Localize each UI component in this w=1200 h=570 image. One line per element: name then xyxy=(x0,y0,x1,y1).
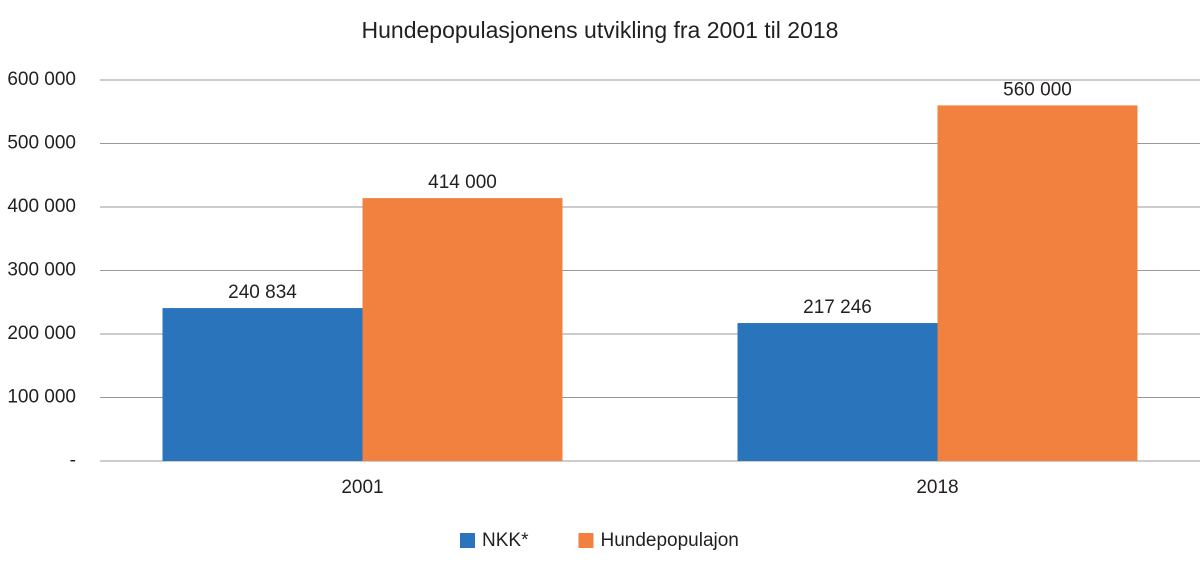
y-tick-label: 400 000 xyxy=(7,196,76,217)
x-tick-label: 2018 xyxy=(916,477,958,498)
value-label: 560 000 xyxy=(1003,79,1072,100)
value-label: 217 246 xyxy=(803,297,872,318)
chart-title: Hundepopulasjonens utvikling fra 2001 ti… xyxy=(362,17,839,43)
legend-swatch xyxy=(460,533,475,548)
x-tick-label: 2001 xyxy=(341,477,383,498)
bar xyxy=(937,105,1138,462)
y-tick-label: 600 000 xyxy=(7,69,76,90)
y-tick-label: 200 000 xyxy=(7,323,76,344)
bar xyxy=(362,198,563,462)
y-tick-label: - xyxy=(70,450,76,471)
y-tick-label: 500 000 xyxy=(7,133,76,154)
y-tick-label: 100 000 xyxy=(7,387,76,408)
bar xyxy=(162,308,363,461)
legend-label: Hundepopulajon xyxy=(600,530,738,551)
y-tick-label: 300 000 xyxy=(7,260,76,281)
value-label: 240 834 xyxy=(228,282,297,303)
legend-swatch xyxy=(578,533,594,548)
legend-label: NKK* xyxy=(482,530,529,551)
bar xyxy=(737,323,938,461)
value-label: 414 000 xyxy=(428,172,497,193)
